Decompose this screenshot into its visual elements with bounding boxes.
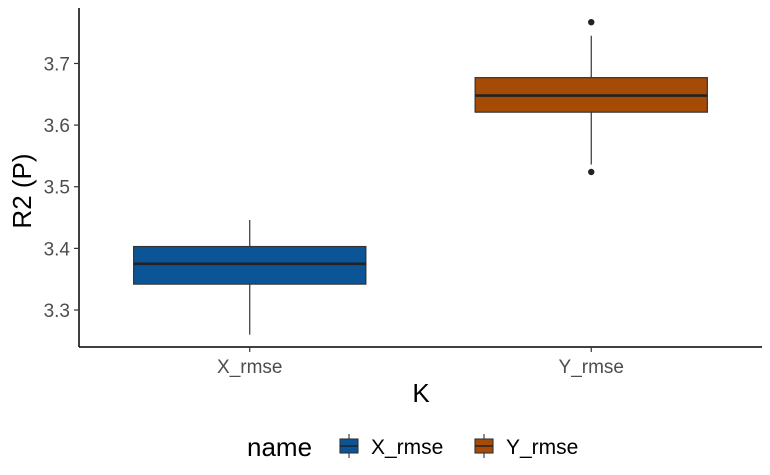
box-body	[133, 245, 367, 285]
y-tick-label: 3.7	[44, 54, 70, 75]
boxes	[133, 18, 708, 335]
y-ticks: 3.3 3.4 3.5 3.6 3.7	[44, 54, 79, 322]
outlier-point	[588, 168, 595, 176]
x-tick-label: Y_rmse	[559, 357, 624, 378]
x-ticks: X_rmse Y_rmse	[217, 347, 624, 378]
y-tick-label: 3.6	[44, 116, 70, 137]
x-tick-label: X_rmse	[217, 357, 282, 378]
legend-key-Y_rmse	[474, 434, 494, 458]
y-tick-label: 3.4	[44, 239, 71, 260]
box-Y_rmse	[474, 18, 708, 176]
y-axis-title: R2 (P)	[7, 153, 37, 228]
y-tick-label: 3.3	[44, 301, 70, 322]
legend-title: name	[247, 432, 312, 462]
legend-label: X_rmse	[371, 436, 443, 459]
y-tick-label: 3.5	[44, 178, 70, 199]
legend-key-X_rmse	[339, 434, 359, 458]
legend: name X_rmse Y_rmse	[247, 432, 578, 462]
axes	[78, 8, 762, 348]
box-X_rmse	[133, 220, 367, 335]
outlier-point	[588, 18, 595, 26]
x-axis-title: K	[412, 378, 430, 408]
legend-label: Y_rmse	[506, 436, 578, 459]
